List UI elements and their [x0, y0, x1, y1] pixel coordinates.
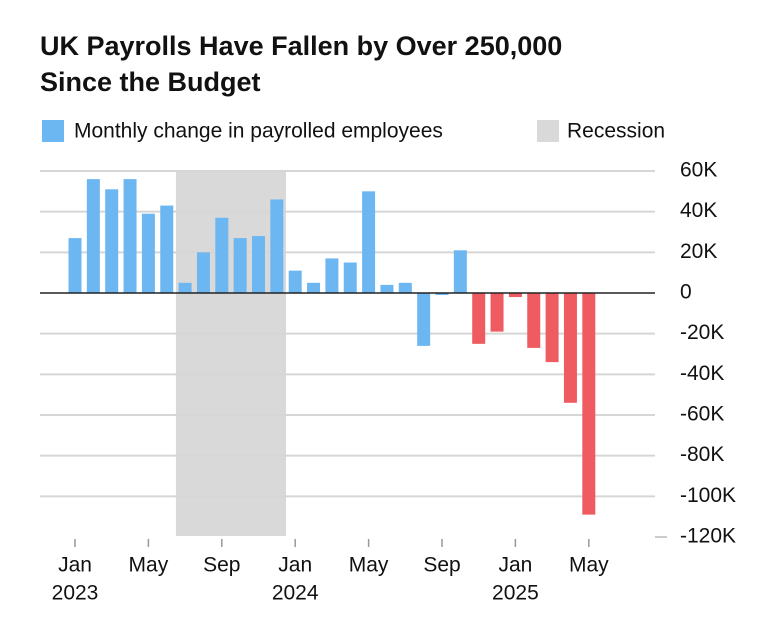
- y-tick-label: -20K: [680, 321, 724, 344]
- legend-swatch: [42, 120, 64, 142]
- bar: [288, 270, 302, 293]
- bar: [123, 179, 137, 293]
- y-tick-label: -40K: [680, 362, 724, 385]
- bar: [435, 293, 449, 296]
- chart-title: UK Payrolls Have Fallen by Over 250,000: [40, 31, 562, 61]
- bar: [233, 238, 247, 293]
- y-tick-label: 60K: [680, 159, 717, 182]
- bar: [545, 293, 559, 363]
- bar: [490, 293, 504, 332]
- x-tick-year: 2024: [272, 582, 319, 605]
- x-tick-year: 2025: [492, 582, 539, 605]
- chart-title: Since the Budget: [40, 67, 261, 97]
- recession-band: [175, 170, 287, 536]
- bar: [343, 262, 357, 293]
- bar: [196, 252, 210, 293]
- bar: [215, 217, 229, 293]
- x-tick-year: 2023: [52, 582, 99, 605]
- legend-label: Monthly change in payrolled employees: [74, 120, 443, 143]
- bar: [270, 199, 284, 293]
- bar: [527, 293, 541, 348]
- y-tick-label: 20K: [680, 240, 717, 263]
- y-tick-label: -60K: [680, 403, 724, 426]
- bar: [563, 293, 577, 403]
- bar: [178, 282, 192, 293]
- bar: [160, 205, 174, 293]
- bar: [105, 189, 119, 293]
- y-tick-label: -120K: [680, 525, 736, 548]
- x-tick-label: Sep: [423, 554, 460, 577]
- bar: [307, 282, 321, 293]
- legend-label: Recession: [567, 120, 665, 143]
- y-tick-label: -80K: [680, 443, 724, 466]
- y-tick-label: 0: [680, 281, 692, 304]
- y-tick-label: 40K: [680, 199, 717, 222]
- bar: [362, 191, 376, 293]
- bar: [86, 179, 100, 293]
- bar: [453, 250, 467, 293]
- bar: [582, 293, 596, 515]
- x-tick-label: Jan: [498, 554, 532, 577]
- y-tick-label: -100K: [680, 484, 736, 507]
- x-tick-label: May: [129, 554, 169, 577]
- bar: [68, 238, 82, 293]
- x-tick-label: May: [569, 554, 609, 577]
- bar: [141, 213, 155, 293]
- bar: [417, 293, 431, 346]
- x-tick-label: May: [349, 554, 389, 577]
- x-tick-label: Sep: [203, 554, 240, 577]
- x-tick-label: Jan: [278, 554, 312, 577]
- bar: [252, 236, 265, 293]
- legend-swatch: [537, 120, 559, 142]
- bar: [398, 282, 412, 293]
- bar: [508, 293, 522, 298]
- x-tick-label: Jan: [58, 554, 92, 577]
- bar: [380, 284, 394, 293]
- bar: [325, 258, 339, 293]
- bar: [472, 293, 486, 344]
